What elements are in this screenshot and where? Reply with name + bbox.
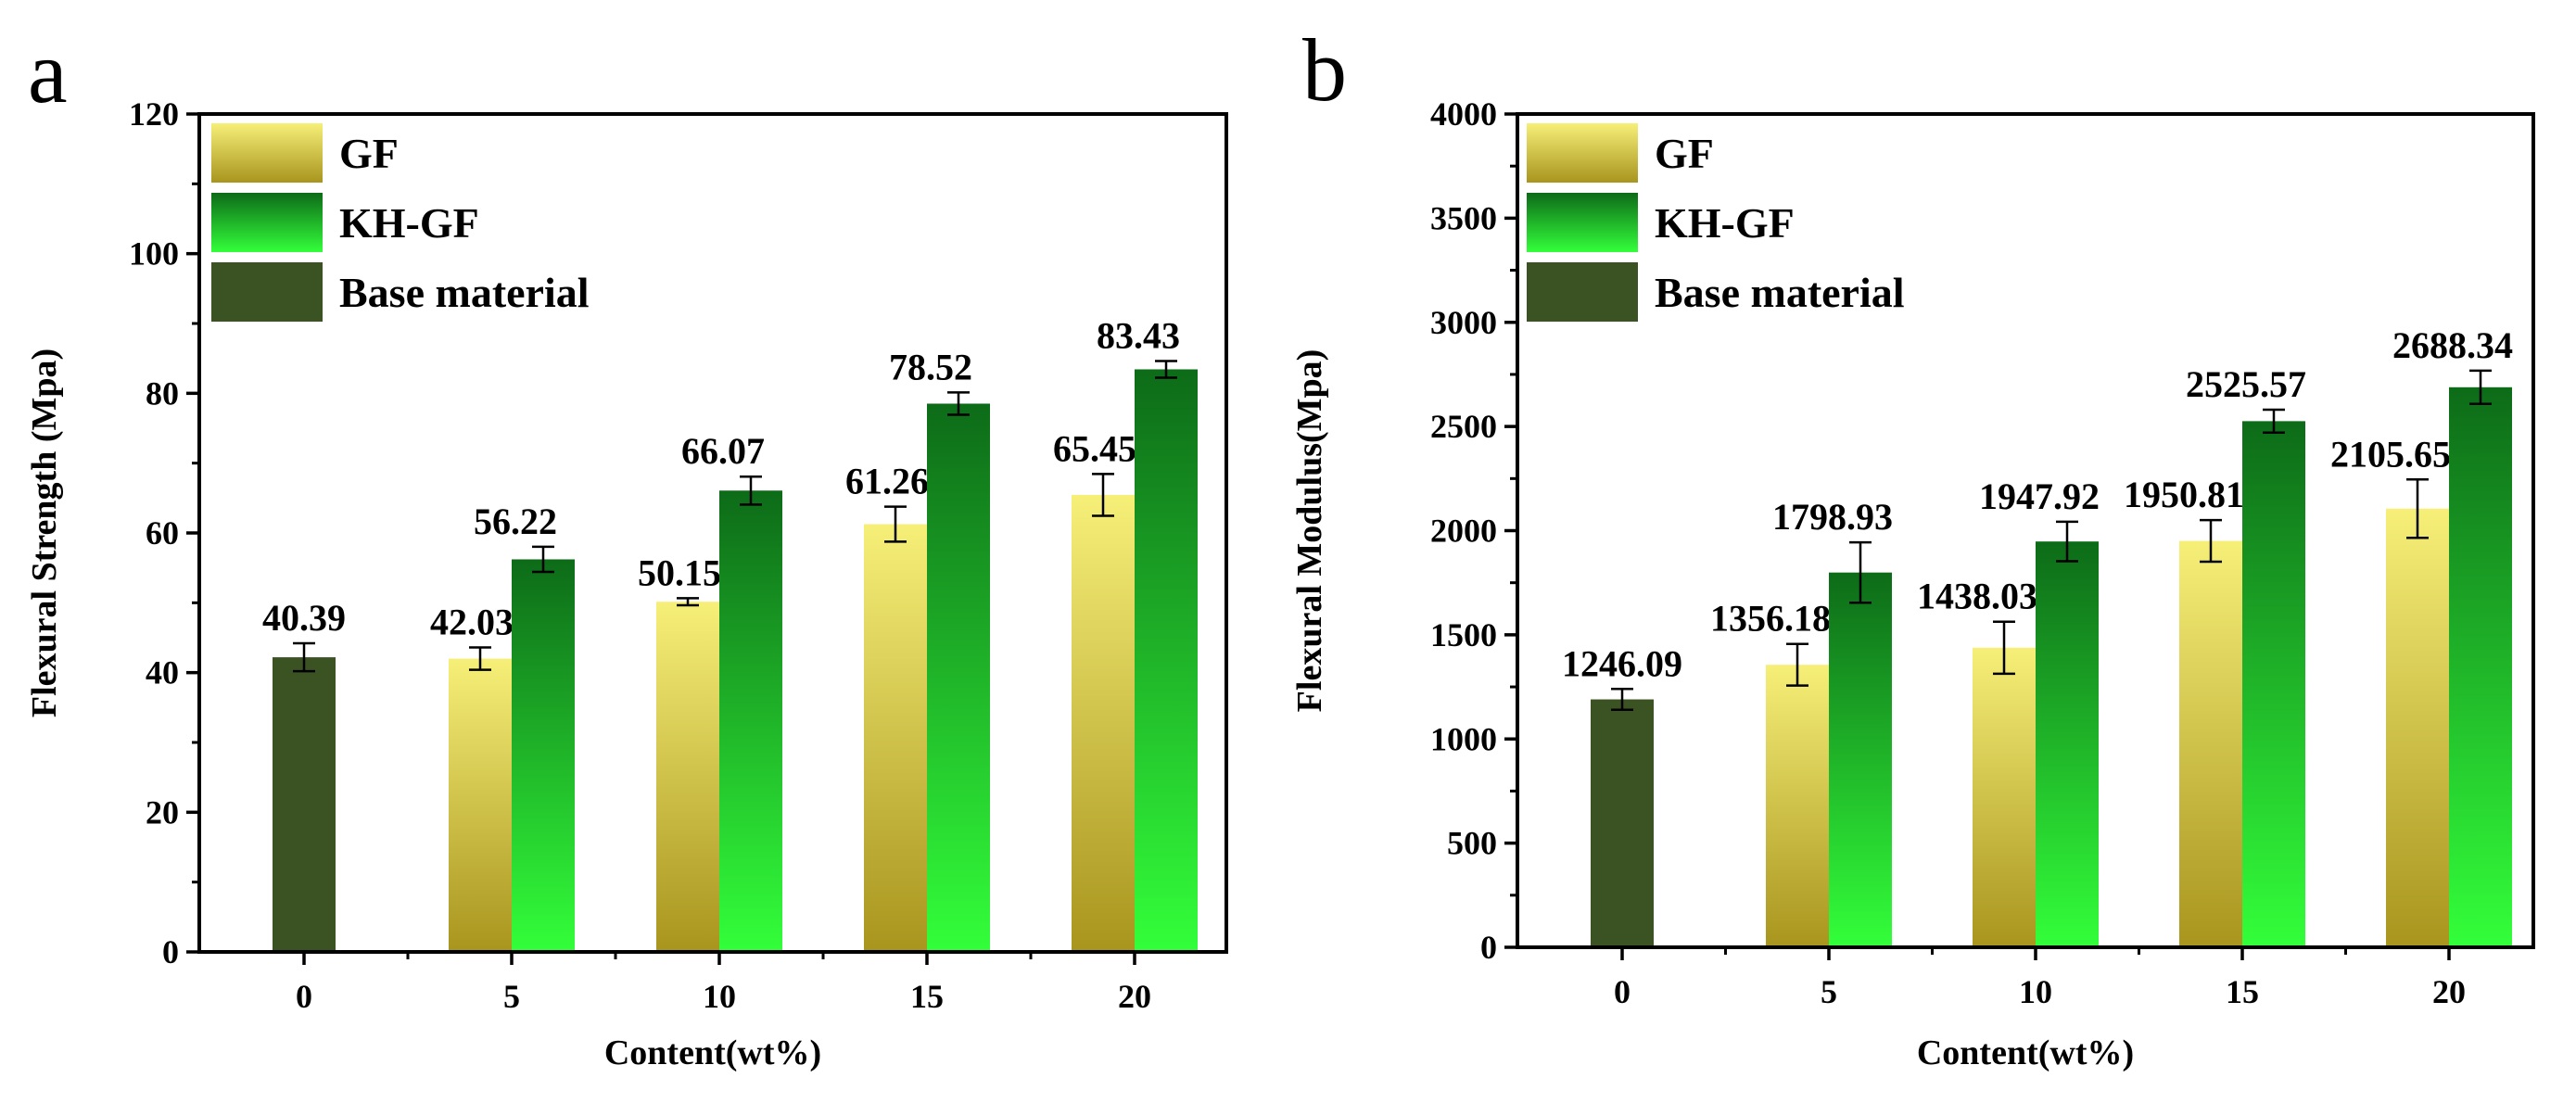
x-tick-label-5: 5 bbox=[503, 978, 520, 1015]
legend-label-gf: GF bbox=[339, 130, 399, 177]
x-tick-label-15: 15 bbox=[910, 978, 944, 1015]
y-tick-label-0: 0 bbox=[1480, 929, 1497, 966]
panel-a: a 40.39 42.03 56.22 50.15 66.07 61.26 78.52 65.4… bbox=[25, 22, 1228, 1072]
x-axis-title: Content(wt%) bbox=[604, 1033, 821, 1072]
data-label-gf-5: 42.03 bbox=[430, 602, 514, 643]
bar-gf-5 bbox=[1766, 665, 1829, 947]
x-tick-label-15: 15 bbox=[2226, 973, 2259, 1010]
y-tick-label-100: 100 bbox=[129, 235, 179, 273]
y-tick-label-2500: 2500 bbox=[1430, 408, 1497, 445]
panel-letter: a bbox=[28, 22, 68, 121]
legend-label-base: Base material bbox=[339, 269, 590, 316]
y-tick-label-40: 40 bbox=[146, 654, 179, 691]
x-tick-label-20: 20 bbox=[1118, 978, 1151, 1015]
y-tick-label-4000: 4000 bbox=[1430, 95, 1497, 133]
legend-swatch-gf bbox=[1527, 123, 1638, 183]
x-tick-label-20: 20 bbox=[2432, 973, 2466, 1010]
bar-gf-15 bbox=[864, 524, 927, 952]
legend-label-khgf: KH-GF bbox=[339, 199, 479, 247]
x-axis-title: Content(wt%) bbox=[1917, 1033, 2134, 1072]
bar-khgf-5 bbox=[512, 559, 575, 952]
data-label-gf-10: 50.15 bbox=[638, 552, 721, 593]
bar-khgf-15 bbox=[927, 403, 990, 952]
data-label-khgf-5: 56.22 bbox=[474, 501, 557, 542]
legend-swatch-khgf bbox=[211, 193, 323, 252]
x-tick-label-0: 0 bbox=[296, 978, 312, 1015]
data-label-gf-10: 1438.03 bbox=[1917, 576, 2037, 617]
data-label-khgf-10: 1947.92 bbox=[1979, 475, 2100, 517]
data-label-khgf-20: 2688.34 bbox=[2392, 324, 2513, 366]
data-label-gf-15: 61.26 bbox=[845, 461, 929, 502]
y-tick-label-1500: 1500 bbox=[1430, 616, 1497, 653]
x-tick-label-10: 10 bbox=[2019, 973, 2052, 1010]
legend-label-base: Base material bbox=[1655, 269, 1905, 316]
y-tick-label-80: 80 bbox=[146, 374, 179, 412]
legend-label-khgf: KH-GF bbox=[1655, 199, 1795, 247]
y-tick-label-2000: 2000 bbox=[1430, 513, 1497, 550]
bar-gf-20 bbox=[1072, 494, 1135, 952]
panel-letter: b bbox=[1302, 20, 1347, 120]
y-tick-label-20: 20 bbox=[146, 793, 179, 830]
y-tick-label-0: 0 bbox=[162, 933, 179, 970]
y-axis-title: Flexural Strength (Mpa) bbox=[25, 349, 64, 717]
data-label-base-0: 40.39 bbox=[262, 597, 346, 639]
panel-b: b 1246.09 1356.18 1798.93 1438.03 1947.92 1950… bbox=[1290, 20, 2535, 1072]
data-label-gf-20: 65.45 bbox=[1053, 427, 1136, 469]
legend-swatch-base bbox=[211, 262, 323, 322]
bar-gf-10 bbox=[656, 602, 719, 952]
bar-khgf-10 bbox=[2036, 541, 2099, 947]
y-axis-title: Flexural Modulus(Mpa) bbox=[1290, 349, 1329, 713]
legend-swatch-gf bbox=[211, 123, 323, 183]
bar-gf-5 bbox=[449, 658, 512, 952]
data-label-gf-20: 2105.65 bbox=[2330, 433, 2451, 475]
x-tick-label-0: 0 bbox=[1614, 973, 1631, 1010]
data-label-khgf-20: 83.43 bbox=[1097, 314, 1180, 356]
bar-khgf-20 bbox=[1135, 369, 1198, 952]
bar-khgf-15 bbox=[2242, 421, 2305, 947]
bar-khgf-10 bbox=[719, 490, 782, 952]
y-tick-label-3000: 3000 bbox=[1430, 304, 1497, 341]
data-label-khgf-10: 66.07 bbox=[681, 430, 765, 472]
bar-khgf-20 bbox=[2449, 387, 2512, 947]
y-tick-label-500: 500 bbox=[1447, 825, 1497, 862]
data-label-khgf-5: 1798.93 bbox=[1772, 496, 1893, 538]
legend-swatch-khgf bbox=[1527, 193, 1638, 252]
y-tick-label-60: 60 bbox=[146, 514, 179, 552]
x-tick-label-5: 5 bbox=[1821, 973, 1837, 1010]
data-label-gf-5: 1356.18 bbox=[1710, 598, 1831, 640]
y-tick-label-3500: 3500 bbox=[1430, 199, 1497, 236]
data-label-khgf-15: 78.52 bbox=[889, 346, 972, 387]
bar-gf-15 bbox=[2179, 540, 2242, 947]
x-tick-label-10: 10 bbox=[703, 978, 736, 1015]
data-label-base-0: 1246.09 bbox=[1562, 642, 1682, 684]
y-tick-label-120: 120 bbox=[129, 95, 179, 133]
bar-khgf-5 bbox=[1829, 572, 1892, 947]
legend-swatch-base bbox=[1527, 262, 1638, 322]
bar-gf-20 bbox=[2386, 508, 2449, 947]
data-label-gf-15: 1950.81 bbox=[2124, 474, 2244, 515]
bar-base-0 bbox=[273, 657, 336, 952]
data-label-khgf-15: 2525.57 bbox=[2186, 363, 2306, 405]
legend-label-gf: GF bbox=[1655, 130, 1714, 177]
bar-gf-10 bbox=[1973, 647, 2036, 947]
y-tick-label-1000: 1000 bbox=[1430, 720, 1497, 757]
bar-base-0 bbox=[1591, 699, 1654, 947]
